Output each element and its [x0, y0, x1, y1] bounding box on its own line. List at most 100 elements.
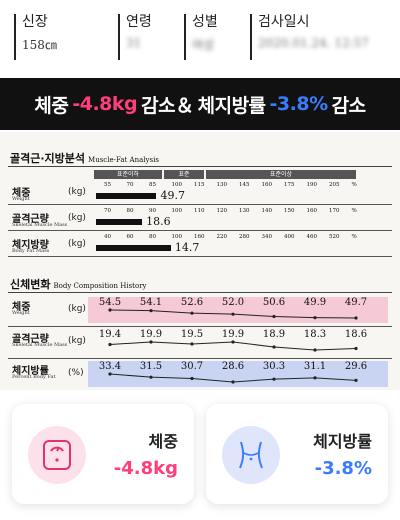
trend-point — [149, 375, 153, 379]
tick-label: 205 — [329, 182, 340, 188]
history-value: 50.6 — [262, 297, 286, 308]
history-value: 54.1 — [139, 297, 163, 308]
tick-label: 100 — [171, 182, 183, 188]
inbody-result-sheet: 골격근·지방분석 Muscle-Fat Analysis 표준이하 표준 표준이상… — [0, 132, 400, 390]
trend-point — [354, 346, 358, 351]
trend-point — [272, 377, 276, 381]
history-row-band — [88, 329, 388, 355]
history-row-band — [88, 361, 388, 387]
trend-point — [190, 311, 194, 315]
history-title-en: Body Composition History — [53, 282, 147, 290]
history-value: 28.6 — [221, 361, 245, 372]
history-trend-line — [108, 340, 358, 352]
row-label-en: Skeletal Muscle Mass — [12, 222, 68, 228]
history-value: 52.0 — [221, 297, 245, 308]
height-field: 신장 158㎝ — [14, 14, 57, 60]
trend-point — [313, 376, 317, 380]
history-value: 18.3 — [303, 329, 327, 340]
history-value: 19.4 — [98, 329, 122, 340]
muscle-fat-row: 체지방량 Body Fat Mass (kg) 40 60 80 100 160 220 280 3… — [8, 234, 392, 257]
sex-label: 성별 — [192, 14, 218, 30]
tick-label: 170 — [329, 208, 340, 214]
headline-fat-change: -3.8% — [269, 93, 329, 115]
trend-point — [190, 376, 194, 381]
level-bar — [96, 193, 157, 199]
tick-label: 110 — [194, 208, 205, 214]
band-normal: 표준 — [164, 170, 204, 179]
tick-label: 190 — [306, 182, 318, 188]
tick-label: 280 — [239, 234, 250, 240]
tick-label: 60 — [126, 234, 134, 240]
muscle-fat-title: 골격근·지방분석 Muscle-Fat Analysis — [10, 150, 159, 166]
tick-label: 220 — [216, 234, 228, 240]
trend-point — [108, 308, 112, 312]
history-trend-line — [108, 372, 358, 384]
trend-point — [190, 342, 194, 346]
history-value: 30.3 — [262, 361, 286, 372]
tick-label: 400 — [284, 234, 295, 240]
headline-banner: 체중 -4.8kg 감소＆ 체지방률 -3.8% 감소 — [0, 78, 400, 130]
history-value: 18.9 — [262, 329, 286, 340]
row-label-en: Weight — [12, 196, 30, 202]
history-value: 19.9 — [139, 329, 163, 340]
age-value: 31 — [126, 36, 142, 50]
history-row: 체지방률 Percent Body Fat (%) 33.4 31.5 30.7 28.6 3… — [8, 360, 392, 390]
trend-point — [149, 340, 153, 344]
trend-point — [108, 342, 112, 347]
trend-point — [231, 312, 235, 316]
tick-label: 80 — [149, 234, 156, 240]
row-label: 체지방률 — [12, 366, 49, 377]
row-label: 체지방량 — [12, 240, 49, 251]
tick-label: 85 — [149, 182, 156, 188]
tick-label: 160 — [194, 234, 205, 240]
trend-point — [354, 316, 358, 320]
history-value: 49.7 — [344, 297, 368, 308]
level-value: 49.7 — [160, 189, 185, 202]
headline-weight-change: -4.8kg — [72, 93, 138, 115]
row-label-en: Skeletal Muscle Mass — [12, 342, 68, 348]
row-label: 골격근량 — [12, 334, 49, 345]
row-unit: (kg) — [68, 239, 86, 249]
trend-point — [272, 314, 276, 319]
muscle-fat-rule — [8, 166, 392, 167]
band-below: 표준이하 — [94, 170, 162, 179]
date-label: 검사일시 — [258, 14, 310, 30]
history-value: 29.6 — [344, 361, 368, 372]
tick-label: 160 — [261, 182, 273, 188]
age-field: 연령 31 — [118, 14, 152, 60]
fat-card: 체지방률 -3.8% — [206, 404, 388, 504]
history-title: 신체변화 Body Composition History — [10, 276, 147, 292]
age-label: 연령 — [126, 14, 152, 30]
headline-fat-label: 체지방률 — [197, 94, 266, 117]
row-label-en: Weight — [12, 310, 30, 316]
trend-point — [231, 340, 235, 344]
muscle-fat-title-en: Muscle-Fat Analysis — [88, 156, 159, 164]
row-unit: (kg) — [68, 304, 86, 314]
history-value: 18.6 — [344, 329, 368, 340]
tick-label: 175 — [284, 182, 295, 188]
tick-label: 100 — [171, 234, 183, 240]
fat-card-value: -3.8% — [314, 458, 372, 479]
date-value: 2020.01.24. 12:57 — [258, 36, 369, 50]
trend-point — [108, 372, 112, 376]
tick-label: 70 — [104, 208, 111, 214]
headline-suffix: 감소 — [331, 94, 366, 117]
height-label: 신장 — [22, 14, 48, 30]
tick-label: 150 — [284, 208, 295, 214]
tick-label: 160 — [306, 208, 318, 214]
tick-label: % — [351, 182, 357, 188]
weight-card-value: -4.8kg — [113, 458, 178, 479]
tick-label: 460 — [306, 234, 318, 240]
tick-label: 340 — [261, 234, 273, 240]
history-value: 52.6 — [180, 297, 204, 308]
trend-point — [313, 348, 317, 352]
level-value: 14.7 — [174, 241, 200, 254]
headline-connector: 감소＆ — [141, 94, 194, 117]
row-label-en: Percent Body Fat — [12, 374, 56, 380]
row-label: 체중 — [12, 302, 31, 313]
tick-label: 140 — [261, 208, 273, 214]
tick-label: 90 — [149, 208, 156, 214]
tick-label: 115 — [194, 182, 205, 188]
date-field: 검사일시 2020.01.24. 12:57 — [250, 14, 369, 60]
history-value: 33.4 — [98, 361, 122, 372]
